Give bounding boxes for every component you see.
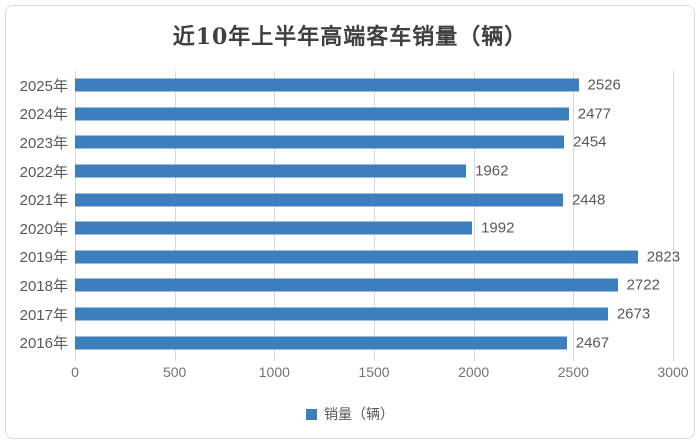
bar [75,336,567,350]
x-axis-tick-label: 1500 [358,364,390,380]
bar-row: 1962 [75,157,673,186]
gridline [573,71,575,361]
x-axis-tick-label: 1000 [258,364,290,380]
y-axis-label: 2019年 [19,249,68,267]
y-axis-label: 2017年 [19,306,68,324]
y-axis-label: 2022年 [19,163,68,181]
bar [75,78,579,92]
bar [75,164,467,178]
gridline [673,71,674,361]
y-axis-label: 2021年 [19,192,68,210]
chart-title: 近10年上半年高端客车销量（辆） [172,24,528,50]
y-axis-label: 2025年 [19,77,68,95]
x-axis-tick-label: 2000 [458,364,490,380]
x-axis-tick-label: 3000 [657,364,689,380]
bar-row: 2722 [75,271,673,300]
bar-row: 1992 [75,214,673,243]
bar-value-label: 2467 [575,334,610,352]
y-axis-label: 2016年 [19,335,68,353]
y-axis-label: 2018年 [19,277,68,295]
bar-row: 2823 [75,243,680,272]
bar-value-label: 1962 [475,162,509,180]
gridline [174,71,176,361]
bar [75,107,569,121]
gridline [473,71,475,361]
chart-card: 近10年上半年高端客车销量（辆） 2526 2477 2454 1962 2448 199… [5,5,695,439]
bar-value-label: 2448 [571,191,606,209]
bar-value-label: 2673 [616,305,651,323]
bar [75,278,618,292]
gridline [374,71,375,361]
bar-row: 2467 [75,328,673,357]
y-axis-label: 2020年 [19,220,68,238]
plot-area: 2526 2477 2454 1962 2448 1992 2823 2722 2673 2467 [75,71,680,361]
legend: 销量（辆） [6,404,694,424]
bar-row: 2448 [75,185,673,214]
bar-row: 2673 [75,300,673,329]
gridline [274,71,276,361]
bar [75,221,473,235]
bar [75,307,608,321]
bar-value-label: 2454 [573,133,607,151]
bars-container: 2526 2477 2454 1962 2448 1992 2823 2722 2673 2467 [75,71,680,357]
y-axis: 2025年 2024年 2023年 2022年 2021年 2020年 2019年 2018年… [8,71,68,357]
bar [75,135,565,149]
bar-value-label: 2722 [626,276,660,294]
bar-value-label: 2477 [577,105,612,123]
bar [75,193,563,207]
bar-row: 2526 [75,71,673,100]
bar [75,250,638,264]
bar-value-label: 1992 [481,219,515,237]
x-axis: 0 500 1000 1500 2000 2500 3000 [71,364,688,382]
y-axis-label: 2023年 [19,134,68,152]
bar-row: 2477 [75,100,673,129]
x-axis-tick-label: 2500 [557,364,589,380]
x-axis-tick-label: 0 [71,364,79,380]
bar-value-label: 2823 [646,248,681,266]
x-axis-tick-label: 500 [162,364,187,380]
bar-value-label: 2526 [587,76,621,94]
legend-label: 销量（辆） [324,406,394,422]
legend-swatch-icon [306,408,317,420]
bar-row: 2454 [75,128,673,157]
gridline [75,71,76,361]
y-axis-label: 2024年 [19,106,68,124]
